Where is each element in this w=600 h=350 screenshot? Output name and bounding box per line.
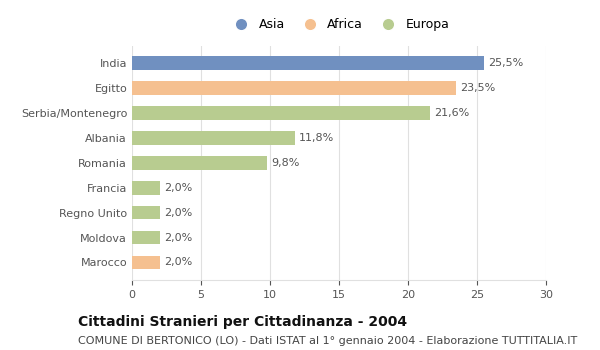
- Text: 2,0%: 2,0%: [164, 208, 192, 218]
- Bar: [132, 206, 160, 219]
- Text: 9,8%: 9,8%: [271, 158, 300, 168]
- Text: Cittadini Stranieri per Cittadinanza - 2004: Cittadini Stranieri per Cittadinanza - 2…: [78, 315, 407, 329]
- Legend: Asia, Africa, Europa: Asia, Africa, Europa: [225, 14, 453, 35]
- Text: 11,8%: 11,8%: [299, 133, 334, 143]
- Bar: [132, 231, 160, 244]
- Bar: [132, 181, 160, 195]
- Bar: [132, 106, 430, 120]
- Text: 2,0%: 2,0%: [164, 258, 192, 267]
- Text: 2,0%: 2,0%: [164, 232, 192, 243]
- Bar: [132, 131, 295, 145]
- Bar: [132, 256, 160, 270]
- Bar: [132, 81, 456, 95]
- Bar: [132, 156, 267, 170]
- Bar: [132, 56, 484, 70]
- Text: 25,5%: 25,5%: [488, 58, 523, 68]
- Text: 23,5%: 23,5%: [460, 83, 496, 93]
- Text: COMUNE DI BERTONICO (LO) - Dati ISTAT al 1° gennaio 2004 - Elaborazione TUTTITAL: COMUNE DI BERTONICO (LO) - Dati ISTAT al…: [78, 336, 577, 346]
- Text: 2,0%: 2,0%: [164, 183, 192, 193]
- Text: 21,6%: 21,6%: [434, 108, 469, 118]
